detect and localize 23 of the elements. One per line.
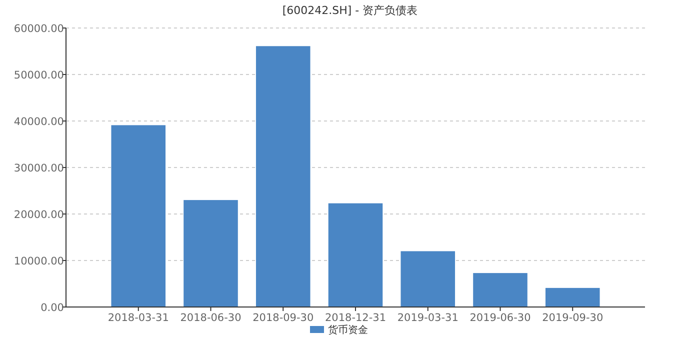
x-tick-label: 2018-12-31 [324,312,386,324]
bar [400,251,456,307]
bar [328,203,383,307]
x-tick-label: 2019-06-30 [470,312,531,324]
x-tick-label: 2018-03-31 [108,312,169,324]
x-tick-label: 2018-06-30 [180,312,242,324]
bar [473,273,528,307]
y-tick-label: 10000.00 [14,256,64,268]
y-tick-label: 50000.00 [14,70,64,82]
x-tick-label: 2019-09-30 [542,312,604,324]
x-tick-label: 2018-09-30 [252,312,314,324]
y-tick-label: 0.00 [40,302,64,314]
y-tick-label: 20000.00 [14,209,64,221]
bar [184,200,238,307]
y-tick-label: 30000.00 [14,162,64,174]
bar [545,288,600,307]
y-tick-label: 40000.00 [14,116,64,128]
y-tick-label: 60000.00 [14,23,64,35]
bar [111,125,166,307]
bar [256,46,310,307]
x-tick-label: 2019-03-31 [397,312,458,324]
chart-title: [600242.SH] - 资产负债表 [282,4,418,17]
legend-label: 货币资金 [328,324,368,336]
